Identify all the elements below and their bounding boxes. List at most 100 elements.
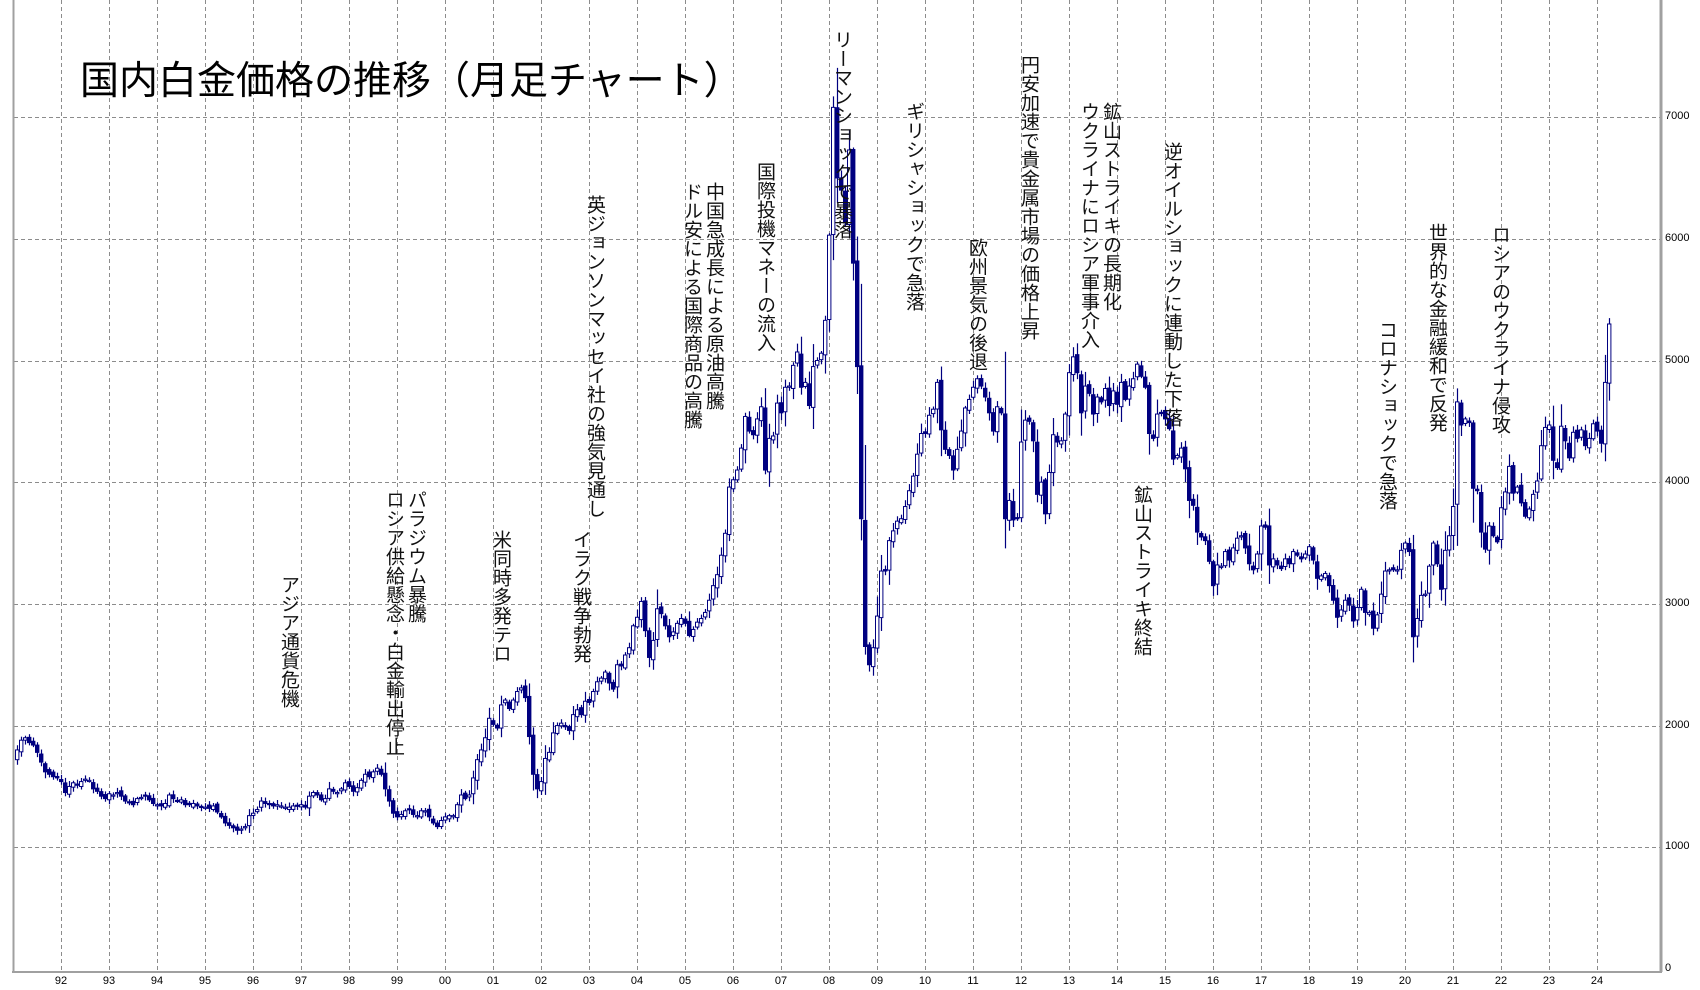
candle-up: [615, 664, 620, 688]
candle-up: [1307, 546, 1312, 556]
x-tick-label: 12: [1014, 975, 1028, 987]
candle-down: [43, 763, 48, 773]
candle-down: [807, 383, 812, 407]
candle-down: [1347, 597, 1352, 606]
candle-down: [923, 431, 928, 435]
candle-down: [1123, 381, 1128, 400]
candle-down: [1163, 409, 1168, 420]
candle-up: [1019, 441, 1024, 519]
candle-down: [1107, 387, 1112, 407]
candle-down: [579, 707, 584, 716]
candle-up: [371, 771, 376, 779]
candle-down: [267, 802, 272, 806]
y-tick-label: 0: [1665, 962, 1672, 974]
candle-down: [1263, 524, 1268, 528]
candle-up: [915, 453, 920, 476]
candle-up: [715, 574, 720, 589]
candle-down: [1211, 561, 1216, 587]
candle-down: [195, 803, 200, 807]
candle-down: [491, 720, 496, 725]
candle-up: [1367, 611, 1372, 615]
event-annotation: 世界的な金融緩和で反発: [1426, 223, 1448, 432]
candle-down: [303, 804, 308, 808]
candle-up: [307, 795, 312, 809]
candle-up: [291, 805, 296, 810]
event-annotation: 中国急成長による原油高騰 ドル安による国際商品の高騰: [681, 182, 725, 429]
candle-up: [543, 757, 548, 784]
candle-up: [1587, 437, 1592, 449]
x-tick-label: 19: [1350, 975, 1364, 987]
candle-down: [39, 753, 44, 763]
candle-up: [135, 798, 140, 803]
x-tick-label: 08: [822, 975, 836, 987]
annotation-line: 中国急成長による原油高騰: [703, 182, 725, 410]
x-tick-label: 92: [54, 975, 68, 987]
candle-down: [751, 430, 756, 436]
candle-up: [1339, 609, 1344, 617]
candle-down: [159, 803, 164, 807]
candle-up: [87, 779, 92, 783]
candle-down: [1371, 610, 1376, 629]
candle-up: [403, 810, 408, 817]
candle-down: [1363, 590, 1368, 613]
candle-up: [911, 475, 916, 493]
candle-down: [1315, 561, 1320, 579]
candle-down: [431, 818, 436, 824]
candlestick-series: [15, 67, 1612, 835]
candle-down: [183, 800, 188, 806]
annotation-line: 欧州景気の後退: [966, 238, 988, 371]
candle-down: [263, 801, 268, 804]
candle-up: [283, 806, 288, 809]
candle-down: [1115, 391, 1120, 405]
candle-up: [919, 433, 924, 454]
candle-down: [991, 412, 996, 432]
candle-up: [415, 815, 420, 818]
x-tick-label: 97: [294, 975, 308, 987]
candle-up: [439, 820, 444, 828]
candle-up: [311, 792, 316, 797]
candle-down: [1555, 462, 1560, 469]
candle-up: [511, 699, 516, 710]
annotation-line: リーマンショックで暴落: [831, 30, 853, 239]
candle-up: [1059, 440, 1064, 445]
candle-up: [1395, 569, 1400, 572]
candle-up: [775, 402, 780, 435]
candle-down: [1551, 426, 1556, 461]
candle-down: [119, 790, 124, 797]
candle-up: [67, 785, 72, 795]
annotation-line: 逆オイルショックに連動した下落: [1161, 142, 1183, 427]
candle-down: [495, 724, 500, 729]
candle-down: [1159, 411, 1164, 415]
candle-down: [1523, 502, 1528, 517]
x-tick-label: 03: [582, 975, 596, 987]
candle-up: [327, 788, 332, 799]
candle-up: [1535, 480, 1540, 493]
candle-down: [839, 177, 844, 191]
candle-down: [987, 397, 992, 414]
candle-down: [147, 795, 152, 801]
candle-up: [1387, 569, 1392, 572]
candle-up: [275, 804, 280, 807]
candle-down: [507, 701, 512, 710]
candle-up: [343, 782, 348, 791]
candle-up: [83, 778, 88, 781]
candle-up: [1571, 431, 1576, 459]
candle-up: [1531, 493, 1536, 511]
candle-up: [1235, 537, 1240, 551]
candle-up: [335, 792, 340, 795]
axes: [12, 0, 1663, 973]
event-annotation: 国際投機マネーの流入: [754, 162, 776, 352]
candle-up: [323, 798, 328, 803]
candle-up: [827, 234, 832, 321]
annotation-line: コロナショックで急落: [1376, 320, 1398, 510]
candle-down: [659, 606, 664, 615]
annotation-line: ロシアのウクライナ侵攻: [1489, 225, 1511, 434]
candle-down: [1043, 479, 1048, 515]
candle-up: [239, 828, 244, 831]
candle-down: [463, 792, 468, 800]
y-tick-label: 3000: [1665, 596, 1690, 609]
candle-up: [1111, 390, 1116, 405]
annotation-line: 英ジョンソンマッセイ社の強気見通し: [584, 195, 606, 518]
candle-up: [759, 406, 764, 422]
candle-up: [299, 804, 304, 808]
